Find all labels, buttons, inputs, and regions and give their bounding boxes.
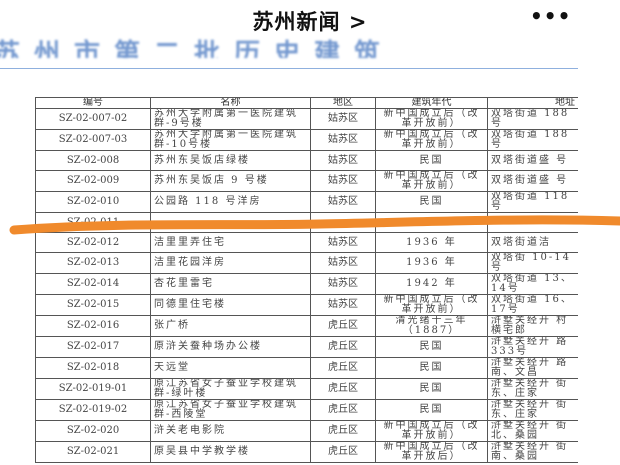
top-bar: 苏州新闻 > ••• — [0, 0, 620, 36]
table-row: SZ-02-007-03 苏州大学附属第一医院建筑群-10号楼 姑苏区 新中国成立后（… — [35, 129, 579, 151]
page-edge — [578, 90, 620, 465]
table-row: SZ-02-012 洁里里弄住宅 姑苏区 1936 年双塔街道洁 — [35, 232, 579, 253]
era-cell: 新中国成立后（改革开放后） — [375, 441, 488, 463]
divider — [0, 68, 578, 69]
table-header: 编号 名称 地区 建筑年代 地址 — [35, 97, 579, 109]
more-horizontal-icon[interactable]: ••• — [530, 4, 572, 28]
historic-buildings-table: 编号 名称 地区 建筑年代 地址 SZ-02-007-02 苏州大学附属第一医院建筑群-9… — [35, 97, 579, 463]
account-title-link[interactable]: 苏州新闻 > — [252, 10, 368, 34]
name-cell: 原江苏省女子蚕业学校建筑群-绿叶楼 — [150, 378, 311, 400]
table-row: SZ-02-008 苏州东吴饭店绿楼 姑苏区 民国 双塔街道盛 号 — [35, 150, 579, 171]
address-cell: 双塔街道 118号 — [487, 191, 579, 213]
table-row: SZ-02-019-02 原江苏省女子蚕业学校建筑群-西陵堂 虎丘区 民国 浒墅关经开 … — [35, 399, 579, 421]
table-row: SZ-02-010 公园路 118 号洋房 姑苏区 民国 双塔街道 118号 — [35, 191, 579, 213]
address-cell: 浒墅关经开 路 333号 — [487, 336, 579, 358]
table-row: SZ-02-014 杏花里雷宅 姑苏区 1942 年双塔街道 13、14号 — [35, 273, 579, 295]
article-heading: 苏州市第二批历史建筑 — [0, 39, 395, 58]
table-row: SZ-02-017 原浒关蚕种场办公楼 虎丘区 民国 浒墅关经开 路 333号 — [35, 336, 579, 358]
name-cell: 原吴县中学教学楼 — [150, 441, 311, 463]
table-row: SZ-02-021 原吴县中学教学楼 虎丘区 新中国成立后（改革开放后） 浒墅关经开 街… — [35, 441, 579, 463]
